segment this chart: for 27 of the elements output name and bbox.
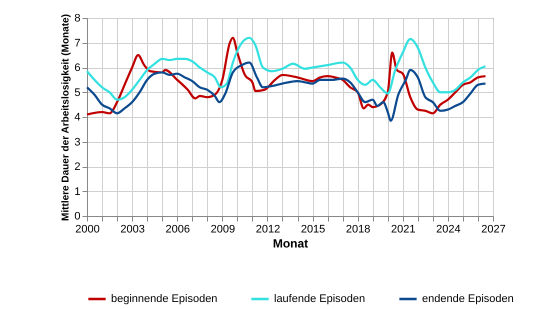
y-tick-label: 6 <box>74 62 80 74</box>
y-tick-label: 8 <box>74 12 80 24</box>
legend-label: laufende Episoden <box>274 293 366 305</box>
x-tick-label: 2012 <box>256 224 280 236</box>
legend-label: beginnende Episoden <box>111 293 218 305</box>
y-tick-label: 2 <box>74 161 80 173</box>
x-tick-label: 2000 <box>75 224 100 236</box>
line-series <box>86 36 487 101</box>
x-axis-title: Monat <box>272 236 308 250</box>
y-axis-title: Mittlere Dauer der Arbeitslosigkeit (Monate) <box>60 14 72 221</box>
x-tick-label: 2006 <box>165 224 190 236</box>
x-tick-label: 2024 <box>436 224 461 236</box>
y-tick-label: 0 <box>74 210 80 222</box>
line-series <box>86 36 487 116</box>
x-tick-label: 2018 <box>346 224 370 236</box>
y-tick-label: 5 <box>74 86 80 99</box>
y-tick-label: 4 <box>74 112 80 124</box>
y-tick-label: 3 <box>74 136 80 148</box>
x-tick-label: 2015 <box>300 224 326 236</box>
x-tick-label: 2021 <box>391 224 416 236</box>
legend-label: endende Episoden <box>422 293 514 305</box>
y-tick-label: 1 <box>74 186 80 198</box>
x-tick-label: 2009 <box>210 224 236 236</box>
y-tick-label: 7 <box>74 37 80 50</box>
x-tick-label: 2003 <box>120 224 145 236</box>
line-series <box>86 61 487 122</box>
x-tick-label: 2027 <box>481 224 506 236</box>
